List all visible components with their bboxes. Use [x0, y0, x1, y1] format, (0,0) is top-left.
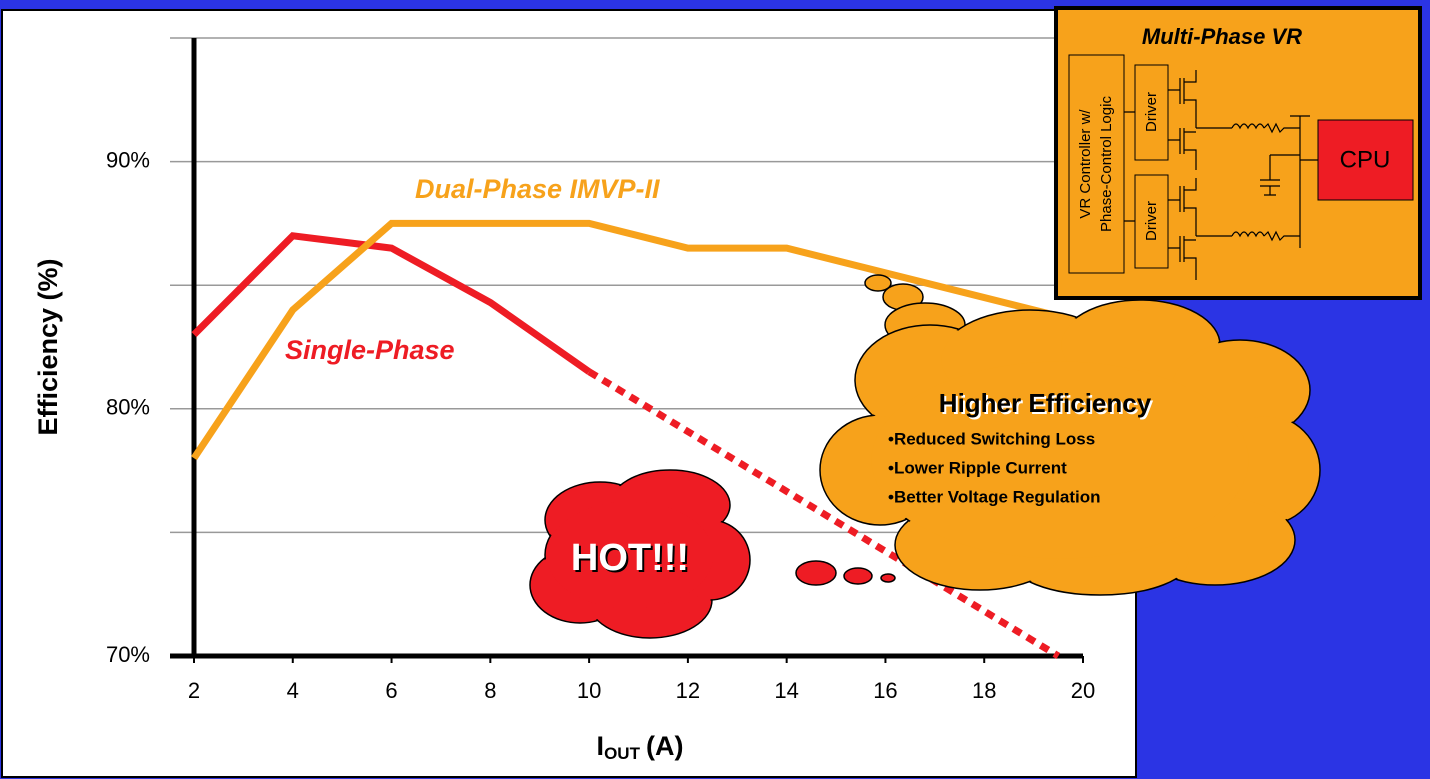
- y-axis-label: Efficiency (%): [33, 258, 63, 435]
- series-label: Single-Phase: [285, 335, 455, 365]
- clouds: [529, 274, 1321, 639]
- controller-box: [1068, 54, 1125, 274]
- x-label-main: I: [597, 731, 605, 761]
- thought-bubble: [880, 573, 896, 583]
- cloud-title-shadow: Higher Efficiency: [941, 390, 1154, 420]
- x-tick-label: 6: [385, 678, 397, 703]
- cloud-bullet: •Reduced Switching Loss: [888, 429, 1095, 448]
- plot: 70% 80% 90% 2 4 6 8 10 12 14 16 18 20 Single-Phase Dua…: [106, 37, 1095, 703]
- cloud-title: Higher Efficiency: [939, 388, 1152, 418]
- x-tick-label: 4: [287, 678, 299, 703]
- y-tick-label: 90%: [106, 147, 150, 172]
- inset: Multi-Phase VR VR Controller w/ Phase-Co…: [1054, 6, 1422, 300]
- hot-text: HOT!!!: [571, 537, 689, 579]
- cpu-label: CPU: [1340, 146, 1391, 173]
- line: [191, 219, 1084, 461]
- schematic: [1124, 70, 1318, 280]
- cloud-bullet: •Better Voltage Regulation: [888, 487, 1101, 506]
- y-tick-label: 80%: [106, 395, 150, 420]
- x-tick-label: 8: [484, 678, 496, 703]
- cloud-fill: [871, 361, 1249, 559]
- series-label: Dual-Phase IMVP-II: [415, 174, 660, 204]
- cloud-bullet: •Lower Ripple Current: [888, 458, 1067, 477]
- y-tick-label: 70%: [106, 642, 150, 667]
- thought-bubble: [864, 274, 892, 292]
- inset-title: Multi-Phase VR: [1142, 24, 1302, 49]
- driver-label: Driver: [1143, 92, 1160, 132]
- x-tick-label: 2: [188, 678, 200, 703]
- cpu-box: [1317, 119, 1414, 201]
- x-axis-label: IOUT (A): [597, 731, 684, 763]
- x-tick-label: 18: [972, 678, 996, 703]
- thought-bubble: [795, 560, 837, 586]
- line: [191, 232, 592, 375]
- x-tick-label: 12: [676, 678, 700, 703]
- x-tick-label: 16: [873, 678, 897, 703]
- x-label-unit: (A): [646, 731, 683, 761]
- controller-label: VR Controller w/: [1077, 109, 1094, 219]
- thought-bubble: [843, 567, 873, 585]
- x-label-sub: OUT: [604, 744, 641, 763]
- cloud-fill: [546, 501, 714, 609]
- driver-label: Driver: [1143, 201, 1160, 241]
- x-tick-label: 10: [577, 678, 601, 703]
- dashed-line: [587, 368, 1061, 659]
- hot-shadow: HOT!!!: [573, 539, 691, 581]
- x-tick-label: 14: [774, 678, 798, 703]
- x-tick-label: 20: [1071, 678, 1095, 703]
- controller-label: Phase-Control Logic: [1098, 96, 1115, 232]
